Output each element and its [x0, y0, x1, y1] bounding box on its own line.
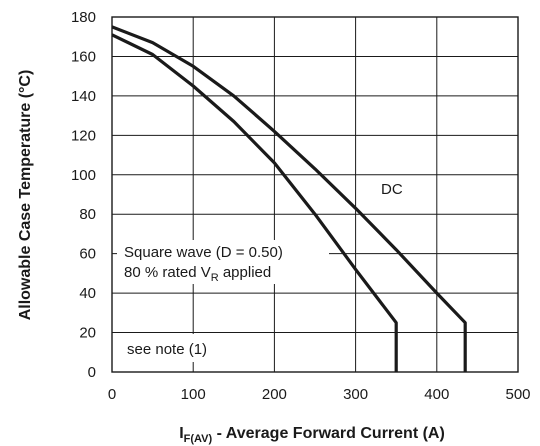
series — [111, 25, 467, 372]
series-line-1 — [111, 33, 398, 372]
y-tick-label: 0 — [88, 364, 96, 381]
y-tick-label: 120 — [71, 127, 96, 144]
x-tick-label: 100 — [181, 386, 206, 403]
y-tick-label: 140 — [71, 88, 96, 105]
note-label-bg — [117, 334, 227, 362]
y-tick-label: 20 — [79, 325, 96, 342]
y-axis-title: Allowable Case Temperature (°C) — [17, 70, 34, 321]
series-line-0 — [111, 25, 467, 372]
y-tick-label: 60 — [79, 246, 96, 263]
x-tick-label: 500 — [505, 386, 530, 403]
square-wave-label: Square wave (D = 0.50) — [124, 244, 283, 261]
x-tick-label: 0 — [108, 386, 116, 403]
dc-label-bg — [374, 176, 424, 200]
note-label: see note (1) — [127, 341, 207, 358]
y-tick-label: 100 — [71, 167, 96, 184]
y-tick-label: 180 — [71, 9, 96, 26]
y-tick-label: 160 — [71, 48, 96, 65]
square-wave-label-bg — [117, 240, 329, 284]
y-tick-label: 80 — [79, 206, 96, 223]
x-tick-label: 300 — [343, 386, 368, 403]
x-tick-label: 200 — [262, 386, 287, 403]
rated-vr-label: 80 % rated VR applied — [124, 264, 271, 284]
y-tick-labels: 0 20 40 60 80 100 120 140 160 180 — [71, 9, 96, 381]
x-axis-title: IF(AV) - Average Forward Current (A) — [179, 425, 445, 445]
y-tick-label: 40 — [79, 285, 96, 302]
plot-frame — [111, 16, 519, 373]
dc-label: DC — [381, 181, 403, 198]
x-tick-label: 400 — [424, 386, 449, 403]
x-tick-labels: 0 100 200 300 400 500 — [108, 386, 531, 403]
